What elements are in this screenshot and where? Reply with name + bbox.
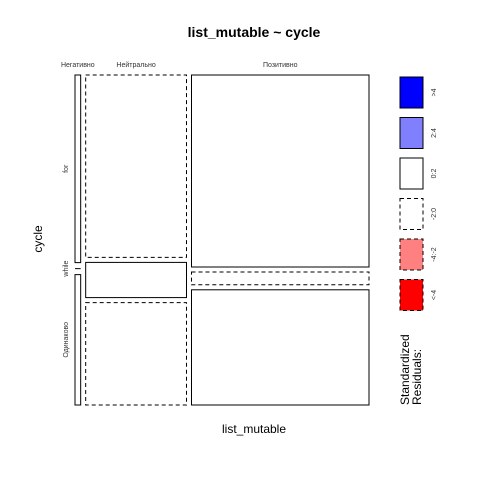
x-category-позитивно: Позитивно: [263, 62, 298, 69]
mosaic-tile-нейтрально-for: [86, 75, 187, 257]
legend-levels: >4 2:4 0:2 -2:0 -4:-2 <-4: [400, 77, 438, 311]
legend-title-line2: Residuals:: [410, 349, 424, 405]
legend-label-6: <-4: [431, 290, 438, 300]
mosaic-tile-нейтрально-while: [86, 262, 187, 297]
y-category-одинаково: Одинаково: [63, 322, 70, 358]
x-category-labels: Негативно Нейтрально Позитивно: [61, 61, 298, 69]
legend-label-1: >4: [431, 88, 438, 96]
legend-box-4: [400, 199, 423, 230]
legend-box-1: [400, 77, 423, 108]
chart-title: list_mutable ~ cycle: [188, 24, 321, 40]
y-category-labels: for while Одинаково: [63, 164, 70, 358]
x-axis-title: list_mutable: [222, 422, 286, 436]
mosaic-tile-негативно-одинаково: [75, 275, 81, 405]
y-category-while: while: [63, 261, 70, 278]
legend-label-2: 2:4: [431, 128, 438, 138]
legend-label-4: -2:0: [431, 208, 438, 220]
mosaic-tile-позитивно-одинаково: [192, 290, 370, 405]
y-axis-title: cycle: [31, 225, 45, 253]
mosaic-tile-негативно-for: [75, 75, 81, 263]
y-category-for: for: [63, 164, 70, 173]
legend-box-5: [400, 239, 423, 270]
mosaic-tile-позитивно-while: [192, 272, 370, 285]
legend-box-6: [400, 280, 423, 311]
legend: >42:40:2-2:0-4:-2<-4 Standardized Residu…: [398, 77, 438, 405]
legend-label-3: 0:2: [431, 169, 438, 179]
mosaic-tile-нейтрально-одинаково: [86, 303, 187, 405]
legend-label-5: -4:-2: [431, 247, 438, 262]
legend-box-3: [400, 158, 423, 189]
mosaic-tiles: [75, 75, 369, 405]
mosaic-tile-позитивно-for: [192, 75, 370, 267]
x-category-нейтрально: Нейтрально: [116, 61, 155, 69]
x-category-негативно: Негативно: [61, 62, 95, 69]
legend-box-2: [400, 118, 423, 149]
